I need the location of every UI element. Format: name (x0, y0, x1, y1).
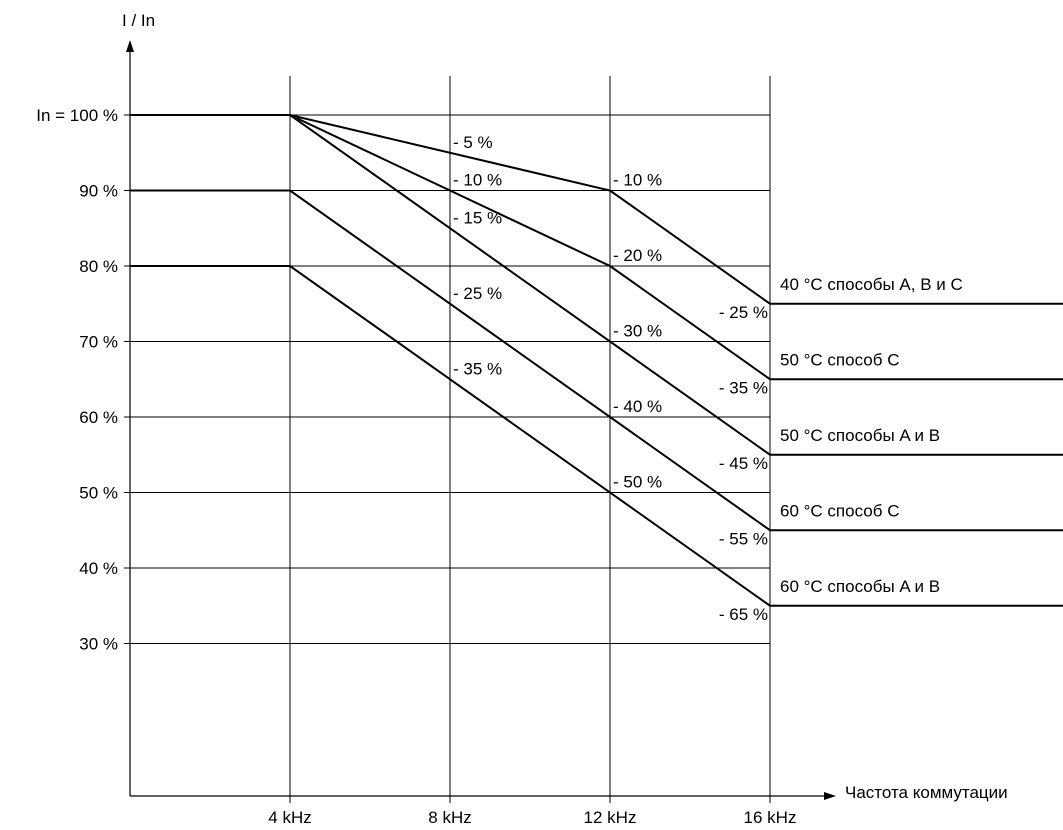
percent-annotation: - 5 % (453, 133, 493, 152)
percent-annotation: - 30 % (613, 322, 662, 341)
percent-annotation: - 55 % (719, 529, 768, 548)
series-line (130, 265, 1063, 607)
y-tick-label: 30 % (79, 635, 118, 654)
series-label: 50 °C способы A и B (780, 426, 940, 445)
percent-annotation: - 50 % (613, 473, 662, 492)
percent-annotation: - 45 % (719, 454, 768, 473)
percent-annotations: - 5 % - 10 % - 15 % - 25 % - 35 % - 10 % - 20 … (453, 133, 768, 624)
gridlines (124, 76, 771, 803)
percent-annotation: - 15 % (453, 208, 502, 227)
axes: I / In Частота коммутации (122, 11, 1008, 802)
x-tick-label: 16 kHz (744, 808, 797, 827)
x-tick-label: 12 kHz (584, 808, 637, 827)
percent-annotation: - 40 % (613, 397, 662, 416)
series-label: 60 °C способы A и B (780, 577, 940, 596)
series-line (130, 189, 1063, 532)
percent-annotation: - 65 % (719, 605, 768, 624)
percent-annotation: - 10 % (453, 171, 502, 190)
series-labels: 40 °C способы A, B и C 50 °C способ C 50 °… (780, 275, 963, 596)
series-label: 60 °C способ C (780, 501, 899, 520)
x-tick-label: 4 kHz (268, 808, 311, 827)
y-tick-label: 50 % (79, 484, 118, 503)
y-axis-arrow-icon (126, 40, 134, 52)
y-tick-label: 90 % (79, 182, 118, 201)
y-tick-label: 60 % (79, 408, 118, 427)
series-lines (130, 114, 1063, 607)
x-tick-label: 8 kHz (428, 808, 471, 827)
y-tick-label: 40 % (79, 559, 118, 578)
percent-annotation: - 25 % (453, 284, 502, 303)
tick-labels: In = 100 % 90 % 80 % 70 % 60 % 50 % 40 % 30 % 4 … (36, 106, 796, 827)
series-label: 40 °C способы A, B и C (780, 275, 963, 294)
y-tick-label: 80 % (79, 257, 118, 276)
percent-annotation: - 35 % (453, 359, 502, 378)
series-label: 50 °C способ C (780, 350, 899, 369)
y-tick-label: In = 100 % (36, 106, 118, 125)
percent-annotation: - 20 % (613, 246, 662, 265)
x-axis-arrow-icon (824, 792, 836, 800)
series-line (130, 114, 1063, 381)
percent-annotation: - 10 % (613, 171, 662, 190)
y-axis-label: I / In (122, 11, 155, 30)
percent-annotation: - 35 % (719, 378, 768, 397)
percent-annotation: - 25 % (719, 303, 768, 322)
y-tick-label: 70 % (79, 333, 118, 352)
x-axis-label: Частота коммутации (845, 783, 1008, 802)
series-line (130, 114, 1063, 456)
